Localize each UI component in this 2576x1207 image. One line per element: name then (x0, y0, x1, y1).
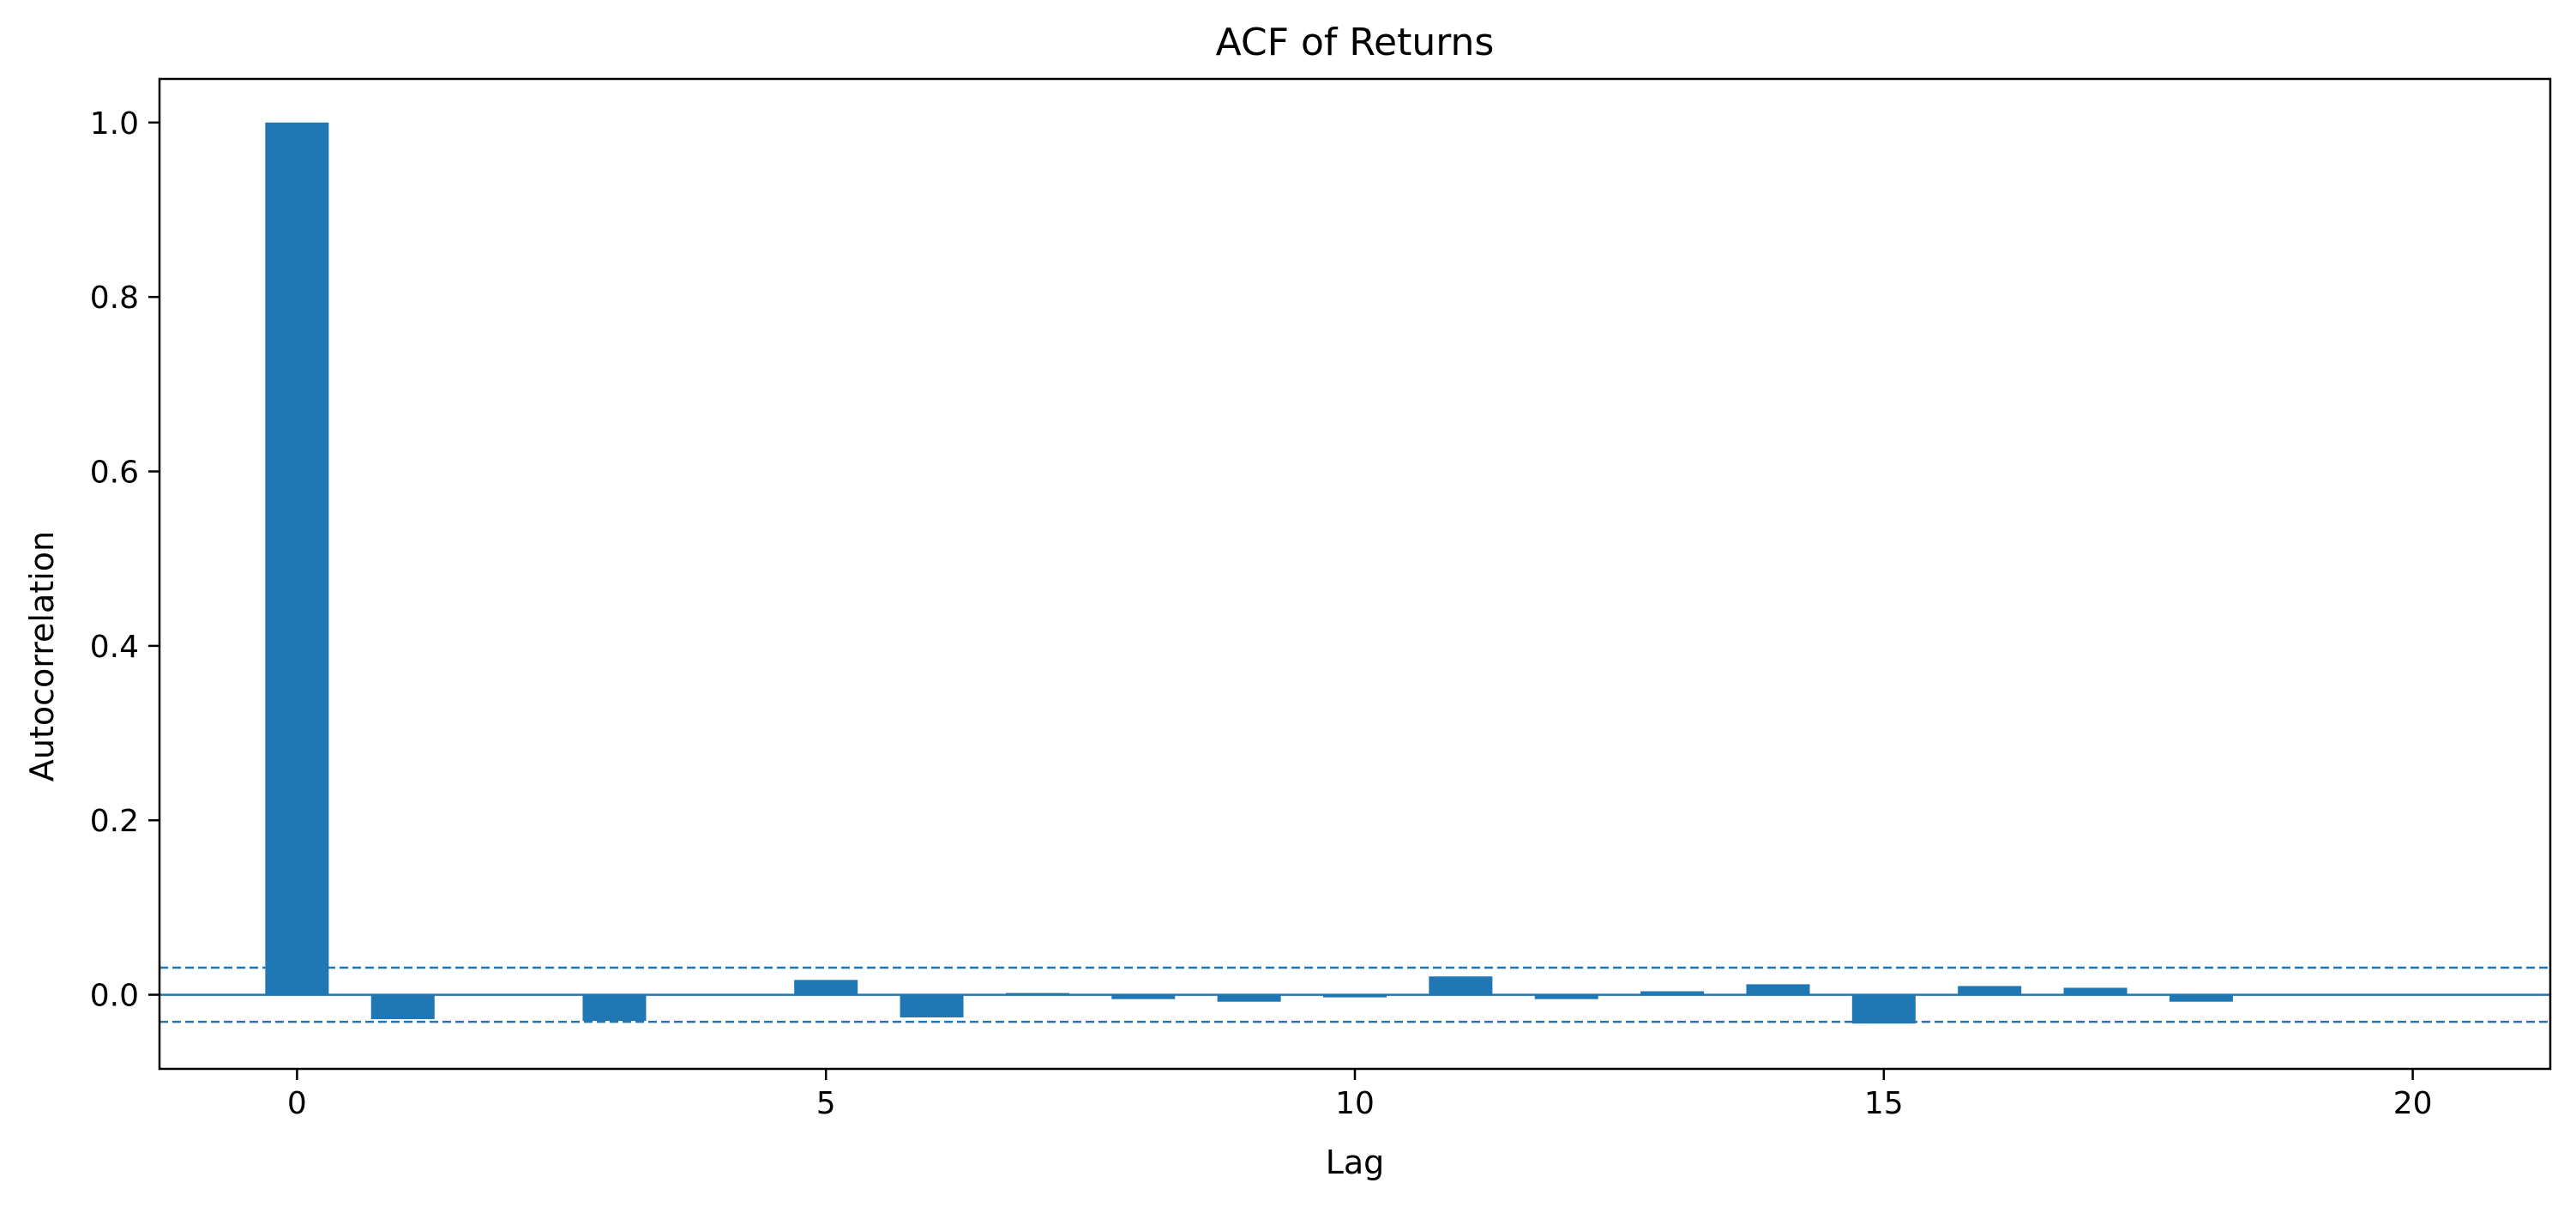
x-axis-label: Lag (1326, 1144, 1385, 1181)
bar-lag-8 (1111, 994, 1176, 999)
x-tick-label: 10 (1335, 1086, 1375, 1121)
x-tick-label: 20 (2393, 1086, 2433, 1121)
bar-lag-12 (1534, 994, 1598, 999)
bar-lag-17 (2063, 987, 2128, 995)
bar-lag-16 (1958, 986, 2022, 995)
bar-lag-0 (265, 122, 329, 995)
y-tick-label: 0.8 (90, 281, 139, 316)
bar-lag-1 (370, 994, 435, 1020)
bar-lag-15 (1851, 994, 1916, 1024)
y-tick-label: 0.2 (90, 804, 139, 839)
bars-group (265, 122, 2445, 1024)
x-axis-ticks: 0 5 10 15 20 (287, 1069, 2433, 1121)
bar-lag-18 (2169, 994, 2233, 1002)
bar-lag-10 (1322, 994, 1387, 998)
bar-lag-5 (794, 980, 858, 995)
x-tick-label: 5 (816, 1086, 836, 1121)
bar-lag-11 (1429, 976, 1493, 995)
reference-lines-group (159, 966, 2550, 1023)
y-axis-label: Autocorrelation (23, 531, 61, 782)
x-tick-label: 15 (1864, 1086, 1904, 1121)
y-axis-ticks: 0.0 0.2 0.4 0.6 0.8 1.0 (90, 106, 159, 1014)
bar-lag-14 (1746, 984, 1810, 995)
y-tick-label: 0.4 (90, 630, 139, 665)
plot-area (158, 77, 2552, 1071)
axes-frame (158, 77, 2552, 1071)
bar-lag-3 (582, 994, 647, 1022)
bar-lag-9 (1217, 994, 1281, 1002)
chart-title: ACF of Returns (1216, 21, 1495, 64)
y-tick-label: 1.0 (90, 106, 139, 142)
bar-lag-6 (900, 994, 964, 1018)
x-tick-label: 0 (287, 1086, 307, 1121)
y-tick-label: 0.0 (90, 979, 139, 1014)
bar-lag-13 (1640, 991, 1705, 995)
y-tick-label: 0.6 (90, 456, 139, 491)
